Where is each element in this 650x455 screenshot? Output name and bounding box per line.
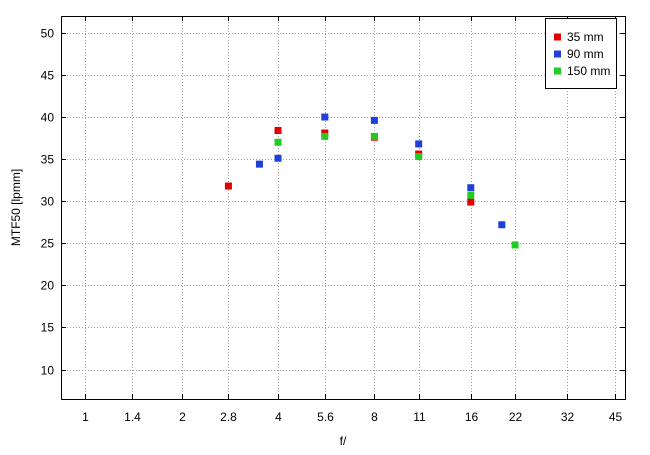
y-tick-label: 20	[41, 279, 55, 293]
plot-frame	[61, 16, 626, 400]
data-point	[224, 182, 232, 190]
data-point	[498, 221, 506, 229]
x-tick-label: 45	[609, 410, 623, 424]
x-tick-label: 4	[275, 410, 282, 424]
legend-label: 35 mm	[567, 30, 604, 44]
data-point	[370, 132, 378, 140]
y-tick-label: 40	[41, 111, 55, 125]
y-tick-label: 10	[41, 364, 55, 378]
legend-label: 90 mm	[567, 47, 604, 61]
legend-label: 150 mm	[567, 64, 610, 78]
grid	[61, 16, 625, 399]
data-point	[370, 116, 378, 124]
data-point	[274, 138, 282, 146]
data-point	[321, 113, 329, 121]
axis-ticks: 10 15 20 25 30 35 40 45 50 1 1.4 2 2.8 4 5.6 8 11 16 22 32 4…	[41, 16, 625, 424]
data-point	[415, 140, 423, 148]
x-tick-label: 2.8	[220, 410, 237, 424]
y-tick-label: 45	[41, 69, 55, 83]
x-tick-label: 11	[413, 410, 426, 424]
x-tick-label: 1	[82, 410, 89, 424]
data-point	[415, 153, 423, 161]
x-tick-label: 1.4	[124, 410, 141, 424]
x-axis-label: f/	[340, 434, 347, 448]
legend-marker	[554, 67, 561, 75]
y-tick-label: 25	[41, 237, 55, 251]
x-tick-label: 32	[561, 410, 575, 424]
legend-marker	[554, 50, 561, 58]
legend-marker	[554, 33, 561, 41]
data-point	[274, 154, 282, 162]
data-points	[224, 113, 519, 249]
y-tick-label: 50	[41, 27, 55, 41]
x-tick-label: 22	[509, 410, 523, 424]
data-point	[467, 191, 475, 199]
data-point	[274, 126, 282, 134]
x-tick-label: 8	[371, 410, 378, 424]
data-point	[255, 160, 263, 168]
x-tick-label: 5.6	[317, 410, 334, 424]
data-point	[467, 198, 475, 206]
legend: 35 mm 90 mm 150 mm	[545, 18, 617, 89]
y-axis-label: MTF50 [lpmm]	[9, 169, 23, 246]
x-tick-label: 2	[179, 410, 186, 424]
data-point	[467, 184, 475, 192]
data-point	[511, 241, 519, 249]
y-tick-label: 30	[41, 195, 55, 209]
y-tick-label: 35	[41, 153, 55, 167]
x-tick-label: 16	[465, 410, 479, 424]
y-tick-label: 15	[41, 321, 55, 335]
data-point	[321, 132, 329, 140]
